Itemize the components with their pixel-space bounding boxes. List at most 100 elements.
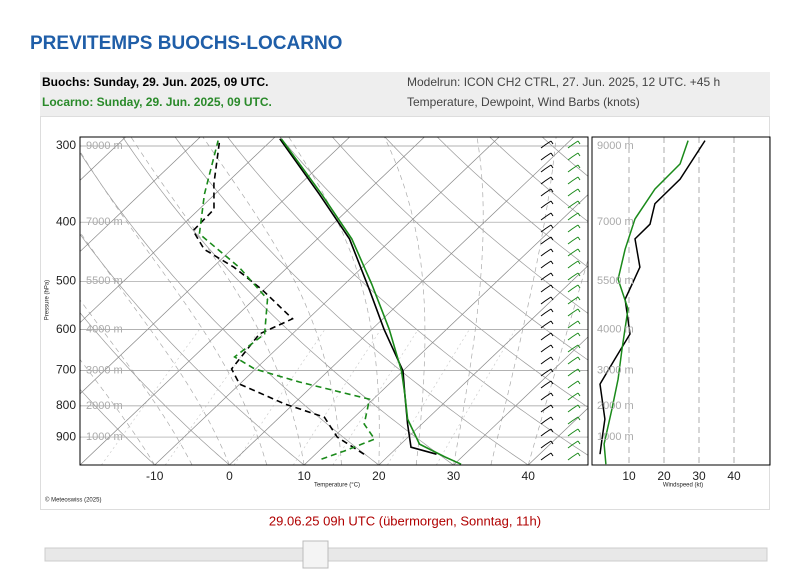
dry-adiabat xyxy=(384,137,588,314)
wind-barb xyxy=(567,164,581,173)
x-axis-title: Temperature (°C) xyxy=(314,483,360,489)
mixing-ratio-line xyxy=(332,329,419,465)
wind-barb xyxy=(567,200,581,209)
height-label: 9000 m xyxy=(86,140,123,152)
page-title: PREVITEMPS BUOCHS-LOCARNO xyxy=(30,33,342,54)
height-label: 4000 m xyxy=(597,324,634,336)
wind-barb xyxy=(540,296,554,305)
height-label: 5500 m xyxy=(86,275,123,287)
x-tick-label: 40 xyxy=(727,469,741,483)
moist-adiabat xyxy=(80,358,155,465)
y-tick-label: 700 xyxy=(56,363,76,377)
moist-adiabat xyxy=(80,150,268,465)
time-label: 29.06.25 09h UTC (übermorgen, Sonntag, 1… xyxy=(269,513,541,528)
x-tick-label: -10 xyxy=(146,469,164,483)
wind-barb xyxy=(540,392,554,401)
y-tick-label: 300 xyxy=(56,138,76,152)
height-label: 2000 m xyxy=(597,400,634,412)
height-label: 1000 m xyxy=(86,431,123,443)
dry-adiabat xyxy=(80,312,230,465)
wind-barb xyxy=(567,284,581,293)
wind-barb xyxy=(540,308,554,317)
wind-barb xyxy=(540,272,554,281)
height-label: 3000 m xyxy=(86,364,123,376)
mixing-ratio-line xyxy=(435,329,516,465)
x-tick-label: 0 xyxy=(226,469,233,483)
wind-barb xyxy=(540,380,554,389)
wind-barb xyxy=(567,152,581,161)
skewt-frame xyxy=(79,136,589,466)
wind-barb xyxy=(540,248,554,257)
wind-barb xyxy=(567,224,581,233)
wind-barb xyxy=(540,152,554,161)
dry-adiabat xyxy=(174,137,529,465)
x-tick-label: 20 xyxy=(657,469,671,483)
x-tick-label: 40 xyxy=(522,469,536,483)
wind-barb xyxy=(540,368,554,377)
isotherm xyxy=(80,137,350,395)
isotherm xyxy=(303,194,588,465)
moist-adiabat xyxy=(80,231,230,465)
wind-barb xyxy=(567,296,581,305)
wind-barb xyxy=(540,188,554,197)
header-box xyxy=(40,72,770,116)
dry-adiabat xyxy=(80,151,380,465)
isotherm xyxy=(527,407,588,465)
dry-adiabat xyxy=(279,137,588,408)
height-label: 9000 m xyxy=(597,140,634,152)
wind-barb xyxy=(567,404,581,413)
wind-barb xyxy=(540,344,554,353)
isotherm xyxy=(80,137,276,324)
wind-barb xyxy=(540,284,554,293)
moist-adiabat xyxy=(80,299,193,465)
wind-speed-line xyxy=(603,140,689,465)
wind-barb xyxy=(567,380,581,389)
wind-barb xyxy=(540,164,554,173)
chart-frame xyxy=(40,116,770,510)
wind-barb xyxy=(540,212,554,221)
y-tick-label: 600 xyxy=(56,322,76,336)
x-tick-label: 30 xyxy=(447,469,461,483)
isotherm xyxy=(80,137,425,465)
wind-barb xyxy=(540,200,554,209)
wind-frame xyxy=(591,136,771,466)
wind-barb xyxy=(567,440,581,449)
wind-barb xyxy=(567,308,581,317)
wind-barb xyxy=(567,272,581,281)
station-label: Locarno: Sunday, 29. Jun. 2025, 09 UTC. xyxy=(42,95,272,109)
wind-barb xyxy=(540,332,554,341)
wind-barb xyxy=(540,404,554,413)
y-tick-label: 500 xyxy=(56,274,76,288)
height-label: 4000 m xyxy=(86,324,123,336)
x-tick-label: 20 xyxy=(372,469,386,483)
wind-barb xyxy=(540,440,554,449)
height-label: 5500 m xyxy=(597,275,634,287)
wind-barb xyxy=(540,416,554,425)
wind-barb xyxy=(567,236,581,245)
isotherm xyxy=(80,137,201,253)
wind-barb xyxy=(567,368,581,377)
y-axis-title: Pressure (hPa) xyxy=(45,280,51,320)
wind-barb xyxy=(540,236,554,245)
wind-barb xyxy=(567,416,581,425)
wind-barb xyxy=(567,140,581,149)
wind-plot xyxy=(599,137,735,465)
y-tick-label: 800 xyxy=(56,398,76,412)
y-tick-label: 900 xyxy=(56,429,76,443)
wind-barb xyxy=(540,320,554,329)
x-tick-label: 10 xyxy=(622,469,636,483)
labels: -10 0 10 20 30 40 300 9000 m 9000 m 400 7000 m 7000… xyxy=(56,138,741,483)
wind-barb xyxy=(567,332,581,341)
wind-barb xyxy=(567,260,581,269)
wind-barb xyxy=(540,428,554,437)
moist-adiabat xyxy=(453,137,484,465)
slider-track[interactable] xyxy=(44,547,768,562)
x-axis-title: Windspeed (kt) xyxy=(663,483,703,489)
wind-barb xyxy=(540,452,554,461)
wind-barb xyxy=(540,176,554,185)
slider-thumb[interactable] xyxy=(302,540,329,569)
y-tick-label: 400 xyxy=(56,214,76,228)
